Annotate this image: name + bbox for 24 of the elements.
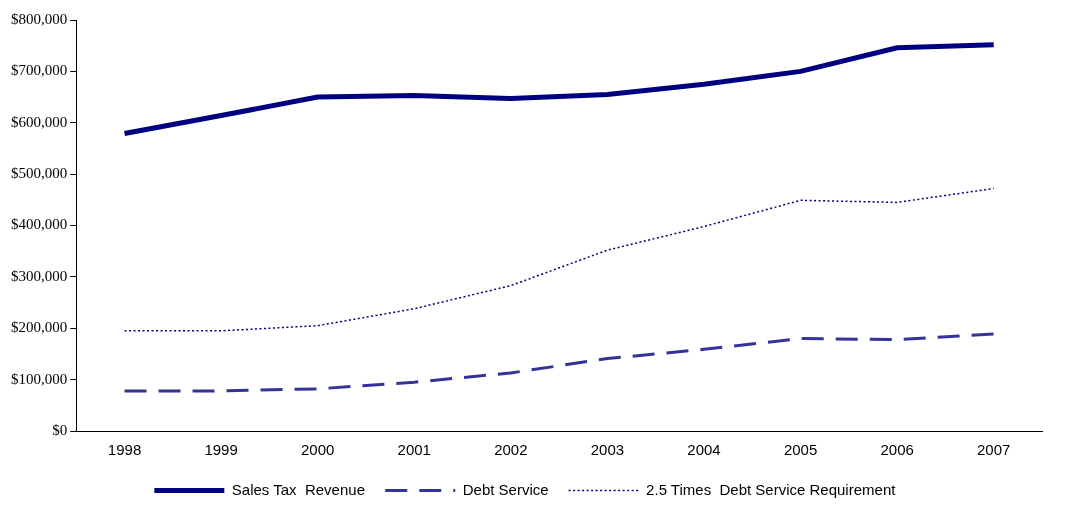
- x-tick-label: 2001: [397, 441, 431, 459]
- y-tick-label: $200,000: [11, 319, 68, 336]
- x-tick-label: 2007: [977, 441, 1011, 459]
- y-tick-label: $800,000: [11, 10, 68, 27]
- y-tick-label: $700,000: [11, 62, 68, 79]
- legend-label: 2.5 Times Debt Service Requirement: [646, 480, 897, 498]
- y-tick-label: $300,000: [11, 267, 68, 284]
- y-tick-label: $0: [52, 421, 68, 438]
- x-tick-label: 2003: [590, 441, 625, 459]
- y-tick-label: $400,000: [11, 216, 68, 233]
- y-tick-label: $500,000: [11, 165, 68, 182]
- x-tick-label: 2000: [301, 441, 335, 459]
- y-tick-label: $100,000: [11, 370, 68, 387]
- x-tick-label: 2005: [783, 441, 818, 459]
- y-tick-label: $600,000: [11, 113, 68, 130]
- x-tick-label: 2006: [880, 441, 914, 459]
- legend-label: Sales Tax Revenue: [231, 480, 365, 498]
- line-series: [123, 187, 995, 332]
- x-tick-label: 1999: [204, 441, 238, 459]
- x-tick-label: 2002: [494, 441, 528, 459]
- line-series: [123, 332, 996, 393]
- legend-label: Debt Service: [462, 480, 549, 498]
- x-tick-label: 1998: [107, 441, 142, 459]
- x-tick-label: 2004: [687, 441, 721, 459]
